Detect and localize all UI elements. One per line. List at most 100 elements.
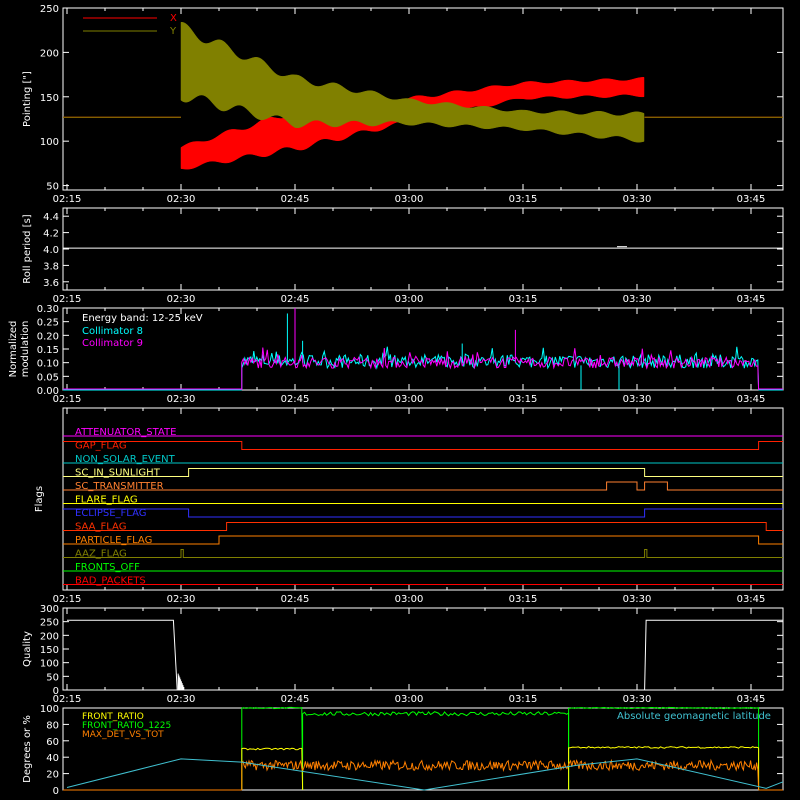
panel-frame: [62, 7, 784, 191]
quality-trace: [67, 619, 783, 691]
panel-ratios: 0 20 40 60 80 100 Degrees or % FRONT_RATIOFRONT…: [22, 704, 784, 797]
series-FRONT_RATIO: [241, 747, 304, 791]
flag-label-SC_IN_SUNLIGHT: SC_IN_SUNLIGHT: [75, 468, 161, 479]
y-tick-label: 150: [40, 93, 59, 104]
y-tick-label: 0.15: [37, 345, 59, 356]
y-axis-label-line1: Normalized: [8, 321, 19, 378]
flag-label-ATTENUATOR_STATE: ATTENUATOR_STATE: [75, 427, 176, 438]
y-tick-label: 250: [40, 4, 59, 15]
y-tick-label: 150: [40, 645, 59, 656]
y-axis-label: Roll period [s]: [22, 214, 33, 283]
panel-quality: 02:15 02:30 02:45 03:00 03:15 03:30 03:45 0 50 10…: [22, 604, 784, 705]
series-FRONT_RATIO_1225: [302, 710, 570, 790]
x-tick-label: 03:00: [395, 294, 424, 305]
y-axis-label: Degrees or %: [22, 715, 33, 783]
x-tick-label: 03:30: [623, 694, 652, 705]
flag-label-BAD_PACKETS: BAD_PACKETS: [75, 576, 146, 587]
y-tick-label: 0.20: [37, 331, 59, 342]
x-tick-label: 02:45: [281, 294, 310, 305]
panel-frame: [62, 207, 784, 291]
flag-label-FLARE_FLAG: FLARE_FLAG: [75, 495, 138, 506]
y-tick-label: 0.10: [37, 359, 59, 370]
series-MAX_DET_VS_TOT: [241, 758, 760, 791]
legend-label-Collimator-9: Collimator 9: [82, 338, 143, 349]
x-tick-label: 03:00: [395, 594, 424, 605]
series-FRONT_RATIO: [568, 746, 760, 790]
legend-label-FRONT_RATIO_1225: FRONT_RATIO_1225: [82, 721, 171, 731]
x-tick-label: 03:45: [737, 694, 766, 705]
y-axis-label-line2: modulation: [20, 321, 31, 378]
y-tick-label: 4.4: [43, 212, 59, 223]
flag-label-AAZ_FLAG: AAZ_FLAG: [75, 549, 127, 560]
flag-trace-ECLIPSE_FLAG: [63, 508, 783, 518]
panel-frame: [62, 407, 784, 591]
y-tick-label: 20: [46, 770, 59, 781]
x-tick-label: 02:15: [53, 194, 82, 205]
x-tick-label: 03:45: [737, 194, 766, 205]
x-tick-label: 02:45: [281, 194, 310, 205]
y-tick-label: 3.6: [43, 278, 59, 289]
x-tick-label: 02:30: [167, 394, 196, 405]
y-tick-label: 300: [40, 604, 59, 615]
series-Collimator 8-trace: [241, 346, 760, 391]
panel-flags: 02:15 02:30 02:45 03:00 03:15 03:30 03:45 Flags…: [34, 407, 784, 605]
energy-band-annotation: Energy band: 12-25 keV: [82, 313, 203, 324]
y-tick-label: 100: [40, 704, 59, 715]
x-tick-label: 03:30: [623, 194, 652, 205]
y-tick-label: 0: [53, 786, 59, 797]
flag-trace-GAP_FLAG: [63, 441, 783, 450]
y-tick-label: 0.00: [37, 386, 59, 397]
y-tick-label: 0.05: [37, 372, 59, 383]
y-tick-label: 50: [46, 182, 59, 193]
series-FRONT_RATIO_1225: [241, 706, 304, 791]
x-tick-label: 02:45: [281, 394, 310, 405]
x-tick-label: 03:00: [395, 694, 424, 705]
x-tick-label: 03:00: [395, 394, 424, 405]
x-tick-label: 03:30: [623, 294, 652, 305]
x-tick-label: 03:15: [509, 594, 538, 605]
x-tick-label: 02:15: [53, 294, 82, 305]
flag-trace-SC_IN_SUNLIGHT: [63, 468, 783, 477]
y-axis-label: Quality: [22, 631, 33, 667]
x-tick-label: 02:30: [167, 594, 196, 605]
y-tick-label: 60: [46, 737, 59, 748]
y-tick-label: 0.25: [37, 318, 59, 329]
series-FRONT_RATIO_1225: [568, 706, 760, 790]
x-tick-label: 03:45: [737, 394, 766, 405]
x-tick-label: 03:00: [395, 194, 424, 205]
y-tick-label: 200: [40, 48, 59, 59]
y-axis-label: Pointing ["]: [22, 71, 33, 127]
legend-label-MAX_DET_VS_TOT: MAX_DET_VS_TOT: [82, 730, 164, 740]
legend-label-X: X: [170, 13, 177, 24]
y-tick-label: 200: [40, 631, 59, 642]
legend-label-FRONT_RATIO: FRONT_RATIO: [82, 712, 144, 722]
panel-roll: 02:15 02:30 02:45 03:00 03:15 03:30 03:45 3.6 3.…: [22, 207, 784, 305]
flag-label-ECLIPSE_FLAG: ECLIPSE_FLAG: [75, 508, 146, 519]
y-tick-label: 3.8: [43, 261, 59, 272]
y-tick-label: 0.30: [37, 304, 59, 315]
y-tick-label: 80: [46, 720, 59, 731]
x-tick-label: 02:30: [167, 194, 196, 205]
x-tick-label: 02:45: [281, 694, 310, 705]
y-tick-label: 0: [53, 686, 59, 697]
flag-label-SAA_FLAG: SAA_FLAG: [75, 522, 126, 533]
x-tick-label: 03:15: [509, 294, 538, 305]
x-tick-label: 03:15: [509, 394, 538, 405]
legend-label-Collimator-8: Collimator 8: [82, 326, 143, 337]
flag-label-SC_TRANSMITTER: SC_TRANSMITTER: [75, 481, 164, 492]
y-tick-label: 100: [40, 659, 59, 670]
y-tick-label: 40: [46, 753, 59, 764]
series-Y-band: [180, 22, 645, 143]
x-tick-label: 02:30: [167, 694, 196, 705]
flag-trace-SC_TRANSMITTER: [63, 481, 783, 491]
flag-label-NON_SOLAR_EVENT: NON_SOLAR_EVENT: [75, 454, 176, 465]
flag-label-GAP_FLAG: GAP_FLAG: [75, 441, 127, 452]
x-tick-label: 03:45: [737, 594, 766, 605]
y-tick-label: 4.2: [43, 229, 59, 240]
panel-pointing: 02:15 02:30 02:45 03:00 03:15 03:30 03:45 50 100…: [22, 4, 784, 205]
geomagnetic-latitude-label: Absolute geomagnetic latitude: [617, 711, 771, 722]
series-Collimator 9-trace: [241, 347, 760, 391]
x-tick-label: 03:30: [623, 394, 652, 405]
x-tick-label: 03:30: [623, 594, 652, 605]
